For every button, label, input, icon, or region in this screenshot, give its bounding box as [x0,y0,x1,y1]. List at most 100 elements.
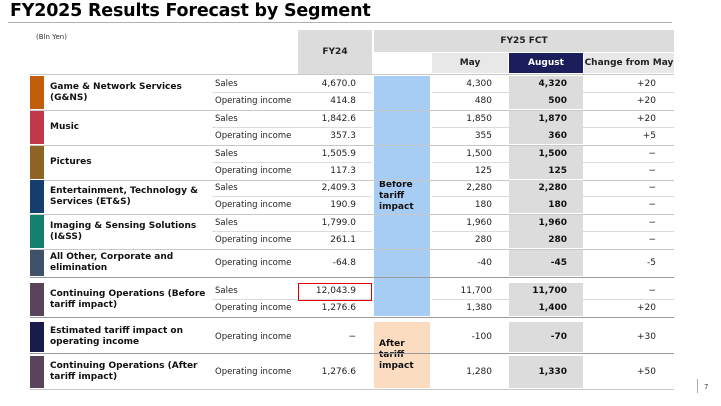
row-divider [432,92,674,93]
fy24-value: − [348,332,356,342]
unit-label: (Bln Yen) [36,33,67,41]
metric-label: Sales [215,114,238,124]
row-divider [432,127,674,128]
change-value: − [648,218,656,228]
segment-name: Imaging & Sensing Solutions (I&SS) [50,220,197,242]
august-value: 280 [548,235,567,245]
row-divider [212,299,372,300]
segment-color-bar [30,322,44,352]
august-value: 1,500 [538,149,567,159]
segment-color-bar [30,146,44,179]
segment-name: Pictures [50,157,92,167]
after-tariff-impact-band: After tariff impact [374,322,430,388]
segment-color-bar [30,356,44,388]
row-divider [212,196,372,197]
segment-name: Continuing Operations (After tariff impa… [50,361,198,382]
change-value: -5 [647,258,656,268]
header-change-from-may: Change from May [584,53,674,73]
may-value: 1,280 [466,367,492,377]
metric-label: Operating income [215,367,292,377]
may-value: 1,380 [466,303,492,313]
fy24-value: 190.9 [330,200,356,210]
row-divider [212,127,372,128]
row-divider [432,231,674,232]
change-value: +50 [637,367,656,377]
change-value: − [648,200,656,210]
metric-label: Sales [215,218,238,228]
change-value: − [648,235,656,245]
fy24-value: -64.8 [332,258,356,268]
segment-name: Continuing Operations (Before tariff imp… [50,288,206,310]
metric-label: Operating income [215,200,292,210]
segment-name: All Other, Corporate and elimination [50,252,174,273]
august-value: 1,870 [538,114,567,124]
fy24-value: 117.3 [330,166,356,176]
change-value: +20 [637,96,656,106]
august-value: 11,700 [532,286,567,296]
august-value: -70 [550,332,567,342]
segment-color-bar [30,215,44,248]
segment-name: Game & Network Services (G&NS) [50,81,182,103]
metric-label: Operating income [215,166,292,176]
segment-divider [30,389,674,390]
fy24-value: 1,276.6 [321,367,356,377]
change-value: +30 [637,332,656,342]
august-value: 1,960 [538,218,567,228]
may-value: 125 [474,166,492,176]
segment-divider [30,353,674,354]
header-august: August [509,53,583,73]
row-divider [212,231,372,232]
segment-color-bar [30,180,44,213]
may-value: -100 [471,332,492,342]
fy24-value: 1,842.6 [321,114,356,124]
fy24-value: 4,670.0 [321,79,356,89]
header-fy25-fct: FY25 FCT [374,30,674,52]
may-value: 1,960 [466,218,492,228]
may-value: 1,850 [466,114,492,124]
metric-label: Sales [215,286,238,296]
change-value: +5 [642,131,656,141]
fy24-value: 2,409.3 [321,183,356,193]
metric-label: Sales [215,183,238,193]
segment-name: Estimated tariff impact on operating inc… [50,326,183,347]
metric-label: Sales [215,79,238,89]
fy24-value: 1,799.0 [321,218,356,228]
metric-label: Operating income [215,96,292,106]
may-value: 2,280 [466,183,492,193]
august-value: 125 [548,166,567,176]
august-column-shade [509,250,583,276]
august-column-shade [509,322,583,352]
segment-divider [30,110,674,111]
fy24-value: 261.1 [330,235,356,245]
segment-divider [30,145,674,146]
before-tariff-impact-band: Before tariff impact [374,76,430,316]
august-value: 180 [548,200,567,210]
fy24-value: 414.8 [330,96,356,106]
may-value: 280 [474,235,492,245]
may-value: -40 [477,258,492,268]
august-column-shade [509,356,583,388]
title-divider [8,22,672,23]
page-number-divider [697,379,698,393]
change-value: − [648,149,656,159]
row-divider [432,299,674,300]
fy24-value: 1,505.9 [321,149,356,159]
change-value: +20 [637,303,656,313]
segment-divider [30,249,674,250]
segment-color-bar [30,250,44,276]
change-value: +20 [637,79,656,89]
metric-label: Operating income [215,258,292,268]
segment-name: Music [50,122,80,132]
may-value: 180 [474,200,492,210]
page-number: 7 [704,383,709,391]
fy24-value: 357.3 [330,131,356,141]
may-value: 480 [474,96,492,106]
row-divider [432,162,674,163]
august-value: 1,330 [538,367,567,377]
highlight-box [298,283,372,301]
change-value: − [648,286,656,296]
segment-divider [30,214,674,215]
row-divider [212,92,372,93]
may-value: 4,300 [466,79,492,89]
change-value: − [648,183,656,193]
